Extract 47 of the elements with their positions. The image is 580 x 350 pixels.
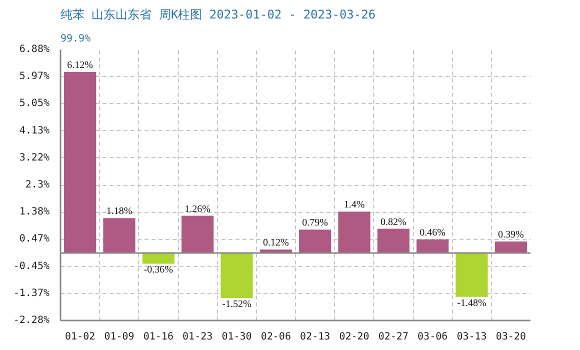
bar <box>299 230 332 254</box>
data-label: 0.79% <box>302 218 328 229</box>
y-tick-label: -2.28% <box>13 315 50 326</box>
bar <box>494 242 527 254</box>
bar <box>456 253 488 297</box>
y-tick-label: -1.37% <box>13 288 50 300</box>
y-tick-label: 0.47% <box>19 234 50 245</box>
x-tick-label: 01-09 <box>104 332 134 342</box>
data-label: 0.82% <box>380 216 406 228</box>
y-tick-label: 5.05% <box>19 98 50 110</box>
y-tick-label: 1.38% <box>19 206 50 218</box>
bar <box>103 218 136 254</box>
data-label: 1.26% <box>184 204 211 215</box>
y-tick-label: -0.45% <box>13 260 50 272</box>
bar <box>377 228 410 254</box>
data-label: 0.46% <box>420 227 446 238</box>
x-tick-label: 02-20 <box>339 332 370 342</box>
bar <box>416 239 449 254</box>
data-label: 1.4% <box>344 200 365 211</box>
y-tick-label: 6.88% <box>19 44 50 55</box>
chart-subtitle: 99.9% <box>60 34 91 44</box>
bar <box>220 253 253 298</box>
x-tick-label: 03-20 <box>496 332 526 342</box>
x-tick-label: 01-16 <box>143 332 174 342</box>
x-tick-label: 01-02 <box>65 332 96 342</box>
x-tick-label: 01-23 <box>182 332 213 342</box>
x-tick-label: 03-13 <box>456 332 487 342</box>
x-tick-label: 02-13 <box>300 332 330 342</box>
data-label: -1.48% <box>457 298 486 309</box>
x-tick-label: 02-06 <box>260 332 291 342</box>
data-label: 6.12% <box>67 60 94 71</box>
x-tick-label: 03-06 <box>418 332 448 342</box>
bar <box>64 72 96 254</box>
data-label: 0.39% <box>498 230 524 241</box>
x-tick-label: 02-27 <box>378 332 408 342</box>
y-tick-label: 4.13% <box>19 125 50 136</box>
chart-title: 纯苯 山东山东省 周K柱图 2023-01-02 - 2023-03-26 <box>60 8 376 22</box>
data-label: 0.12% <box>263 237 289 248</box>
data-label: -0.36% <box>144 264 174 276</box>
bar <box>182 216 214 254</box>
bar <box>338 212 370 254</box>
data-label: -1.52% <box>222 299 252 310</box>
x-tick-label: 01-30 <box>222 332 252 342</box>
y-tick-label: 3.22% <box>19 152 50 164</box>
y-tick-label: 5.97% <box>19 70 50 82</box>
data-label: 1.18% <box>106 206 132 218</box>
y-tick-label: 2.3% <box>25 180 50 190</box>
